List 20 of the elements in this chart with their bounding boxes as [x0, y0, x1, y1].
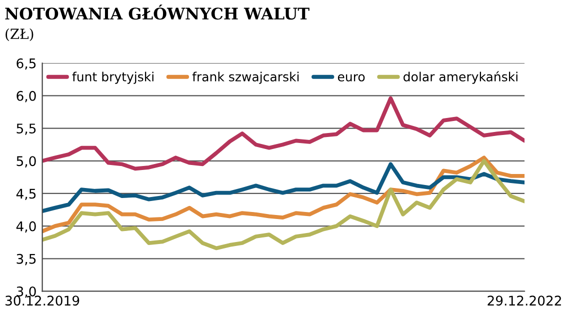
line-series	[42, 158, 525, 250]
y-tick-label: 5,0	[16, 156, 36, 168]
legend-label: funt brytyjski	[72, 72, 154, 84]
y-tick-label: 6,0	[16, 90, 36, 102]
x-tick-label: 30.12.2019	[6, 296, 80, 306]
y-tick-label: 4,0	[16, 221, 36, 233]
chart-subtitle: (ZŁ)	[6, 28, 34, 42]
line-series	[42, 162, 525, 214]
chart-title: NOTOWANIA GŁÓWNYCH WALUT	[5, 4, 310, 20]
y-tick-label: 5,5	[16, 124, 36, 135]
line-series	[42, 96, 525, 171]
y-tick-label: 3,0	[16, 286, 36, 298]
line-series	[42, 156, 525, 234]
legend-label: euro	[338, 74, 365, 82]
legend-label: dolar amerykański	[404, 71, 518, 84]
y-tick-label: 4,5	[16, 188, 36, 200]
legend-label: frank szwajcarski	[192, 72, 299, 84]
y-tick-label: 3,5	[16, 254, 36, 266]
y-tick-label: 6,5	[16, 58, 36, 70]
x-tick-label: 29.12.2022	[488, 296, 561, 306]
